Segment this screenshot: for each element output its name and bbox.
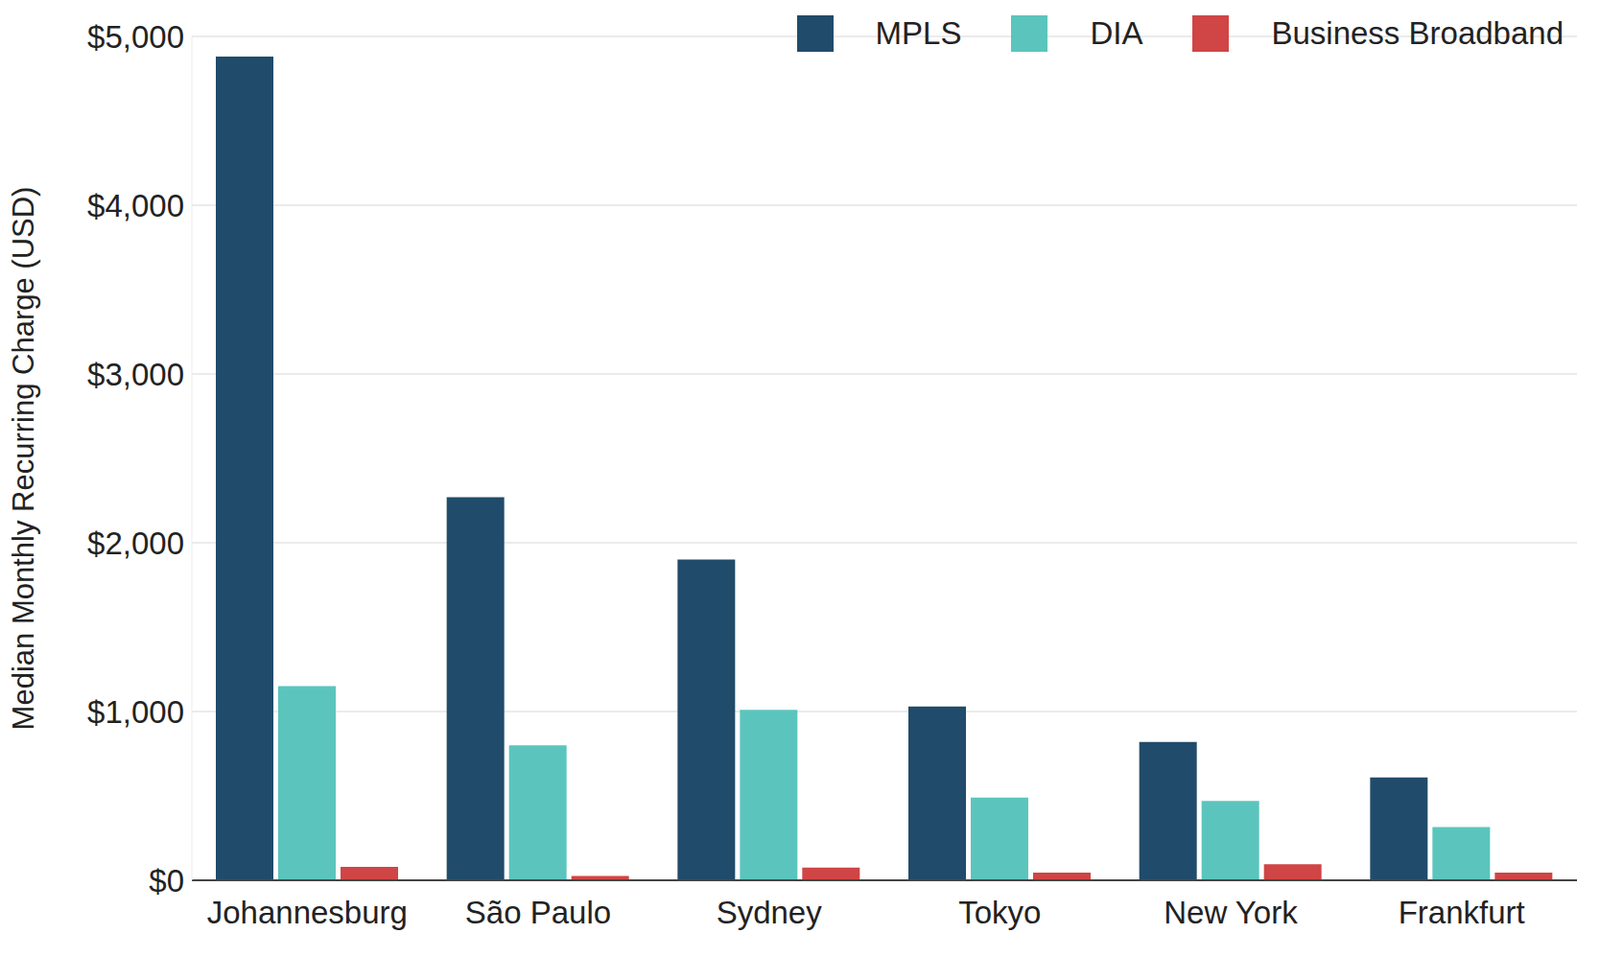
svg-text:Frankfurt: Frankfurt: [1398, 894, 1526, 931]
html-text:DIA: DIA: [1090, 15, 1143, 51]
svg-text:$4,000: $4,000: [87, 188, 185, 224]
svg-text:Johannesburg: Johannesburg: [207, 894, 408, 931]
svg-text:Median Monthly Recurring Charg: Median Monthly Recurring Charge (USD): [7, 187, 41, 731]
svg-text:$3,000: $3,000: [87, 356, 185, 393]
svg-text:New York: New York: [1163, 894, 1298, 931]
svg-text:$2,000: $2,000: [87, 525, 185, 562]
svg-text:Tokyo: Tokyo: [958, 894, 1041, 931]
svg-text:São Paulo: São Paulo: [465, 894, 612, 931]
svg-text:$5,000: $5,000: [87, 19, 185, 55]
svg-text:Sydney: Sydney: [716, 894, 824, 931]
svg-text:$0: $0: [148, 863, 185, 899]
svg-text:$1,000: $1,000: [87, 694, 185, 730]
html-text:Business Broadband: Business Broadband: [1271, 15, 1564, 51]
html-text:MPLS: MPLS: [875, 15, 962, 51]
